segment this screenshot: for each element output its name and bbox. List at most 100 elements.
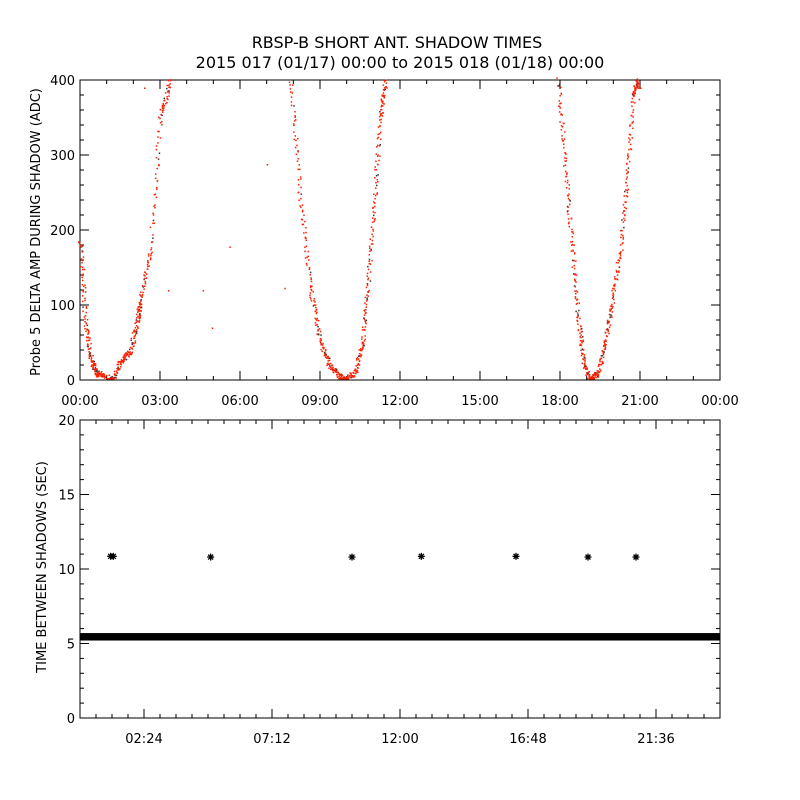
data-point [561, 114, 564, 116]
data-point [297, 137, 299, 140]
data-point [322, 348, 325, 350]
data-point [83, 316, 86, 318]
data-point [608, 326, 611, 328]
data-point [90, 365, 93, 368]
data-point [576, 302, 578, 305]
data-point [358, 364, 361, 366]
data-point [150, 254, 152, 257]
data-point [609, 309, 612, 311]
data-point [116, 367, 118, 370]
data-point [620, 229, 622, 232]
data-point [626, 172, 628, 175]
data-point [336, 371, 338, 374]
data-point [600, 357, 603, 359]
data-point [293, 131, 295, 133]
data-point [587, 373, 590, 375]
data-point [592, 374, 594, 376]
data-point [576, 316, 578, 319]
data-point [88, 339, 91, 341]
data-point [318, 333, 320, 335]
data-point [363, 340, 366, 342]
data-point [131, 347, 133, 349]
data-point [574, 252, 576, 254]
data-point [383, 87, 386, 89]
data-point [321, 350, 323, 353]
data-point [355, 372, 357, 375]
data-point [170, 79, 172, 82]
data-point [581, 348, 584, 351]
data-point [323, 346, 325, 349]
data-point [610, 305, 612, 307]
data-point [166, 87, 168, 90]
data-point [133, 337, 136, 339]
data-point [353, 375, 356, 378]
data-point [133, 329, 136, 331]
data-point [385, 79, 387, 82]
data-point [628, 137, 630, 139]
data-point [575, 293, 577, 295]
data-point [378, 133, 381, 135]
data-point [144, 277, 146, 280]
data-point [309, 271, 312, 274]
data-point [168, 90, 170, 92]
data-point [598, 371, 601, 374]
data-point [599, 358, 602, 360]
data-point [150, 247, 153, 249]
data-point [383, 97, 385, 99]
data-point [122, 356, 124, 358]
data-point [567, 179, 569, 182]
data-point [577, 323, 579, 325]
data-point [147, 255, 150, 257]
data-point [579, 343, 582, 345]
data-point [298, 164, 300, 166]
data-point [614, 278, 617, 280]
outlier-point [229, 246, 231, 248]
data-point [361, 338, 363, 340]
data-point [86, 324, 89, 327]
x-tick-label: 06:00 [221, 394, 258, 409]
data-point [138, 305, 141, 308]
data-point [133, 345, 135, 347]
data-point [316, 317, 318, 320]
data-point [138, 321, 141, 323]
data-point [632, 127, 634, 130]
data-point [363, 317, 365, 319]
data-point [126, 350, 129, 353]
y-tick-label: 5 [67, 638, 75, 653]
data-point [374, 198, 376, 200]
asterisk-point [348, 553, 356, 561]
data-point [156, 188, 158, 190]
data-point [87, 346, 89, 348]
data-point [87, 336, 89, 338]
data-point [329, 357, 331, 359]
data-point [144, 282, 147, 284]
data-point [556, 77, 558, 79]
data-point [312, 291, 314, 293]
data-point [290, 91, 292, 93]
data-point [149, 226, 152, 229]
data-point [78, 241, 80, 243]
data-point [568, 225, 570, 228]
data-point [139, 302, 141, 304]
data-point [153, 205, 155, 208]
data-point [630, 101, 633, 103]
data-point [342, 376, 345, 379]
data-point [347, 374, 349, 376]
data-point [148, 265, 150, 267]
data-point [315, 312, 318, 315]
data-point [353, 372, 355, 374]
data-point [579, 336, 581, 338]
data-point [135, 333, 137, 335]
data-point [96, 368, 98, 370]
data-point [356, 358, 358, 360]
data-point [379, 115, 381, 118]
data-point [626, 191, 629, 194]
data-point [627, 171, 629, 173]
data-point [573, 285, 576, 287]
data-point [603, 345, 605, 347]
y-tick-label: 15 [58, 489, 75, 504]
data-point [165, 102, 167, 105]
data-point [153, 222, 156, 224]
data-point [330, 368, 332, 370]
data-point [130, 339, 132, 342]
